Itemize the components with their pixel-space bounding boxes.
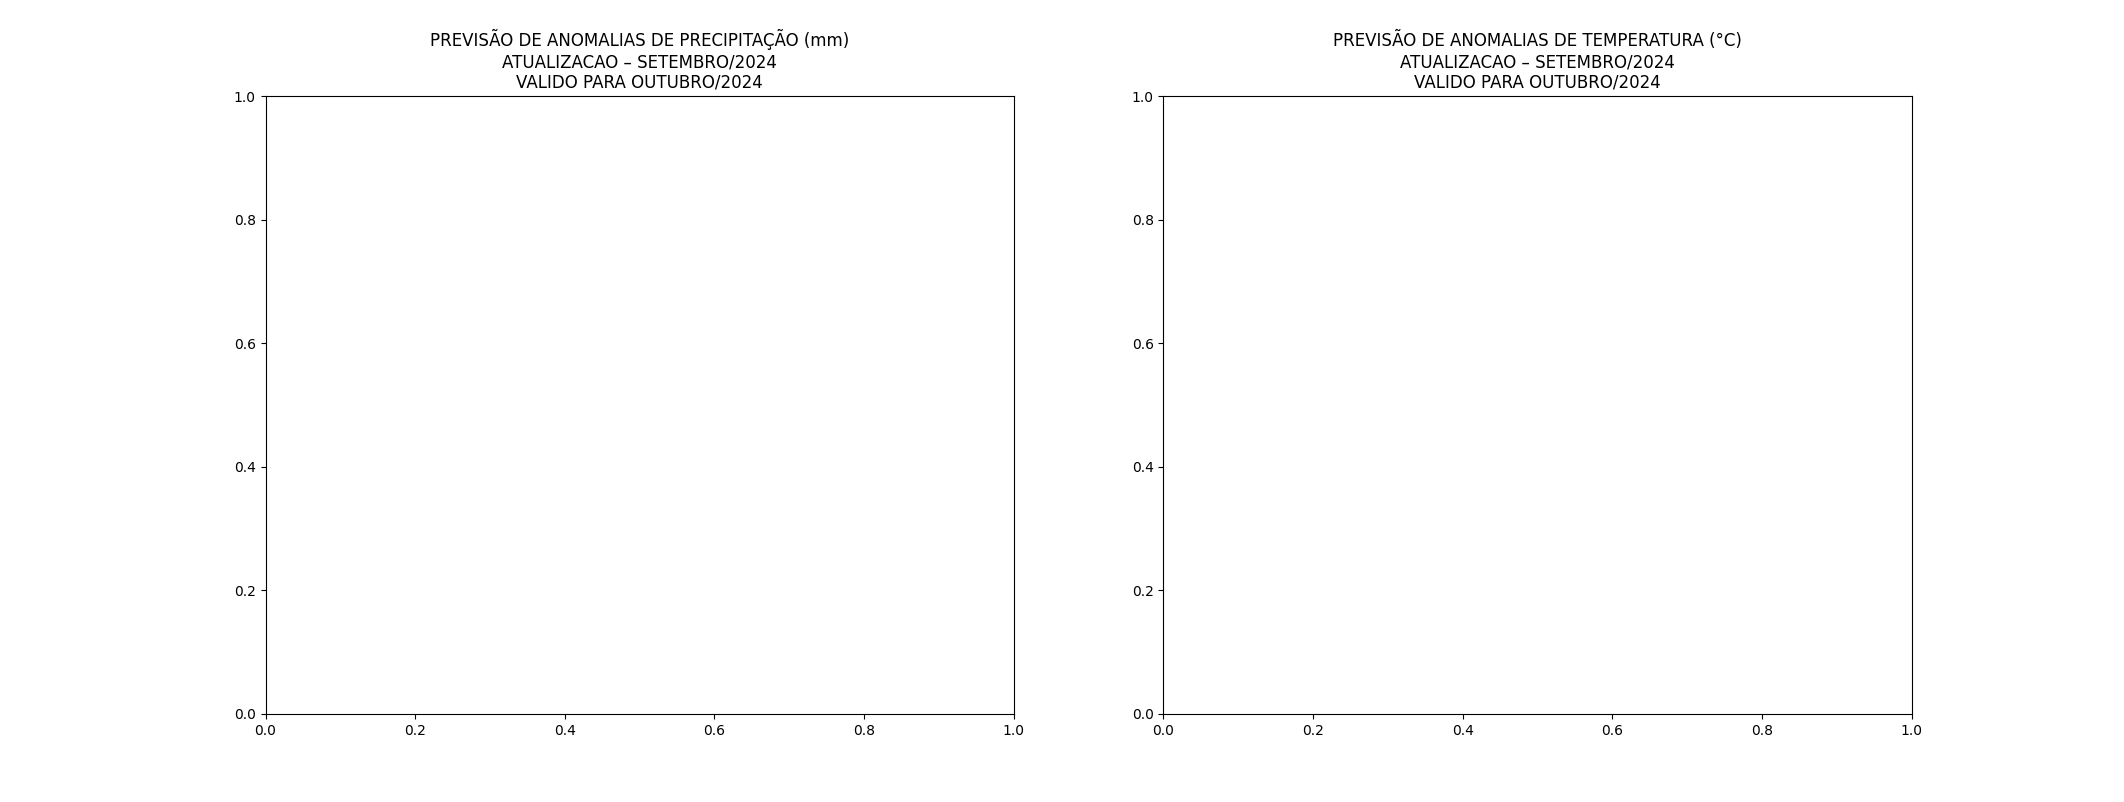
Title: PREVISÃO DE ANOMALIAS DE PRECIPITAÇÃO (mm)
ATUALIZACAO – SETEMBRO/2024
VALIDO PA: PREVISÃO DE ANOMALIAS DE PRECIPITAÇÃO (m… <box>429 29 850 92</box>
Title: PREVISÃO DE ANOMALIAS DE TEMPERATURA (°C)
ATUALIZACAO – SETEMBRO/2024
VALIDO PAR: PREVISÃO DE ANOMALIAS DE TEMPERATURA (°C… <box>1334 31 1742 92</box>
